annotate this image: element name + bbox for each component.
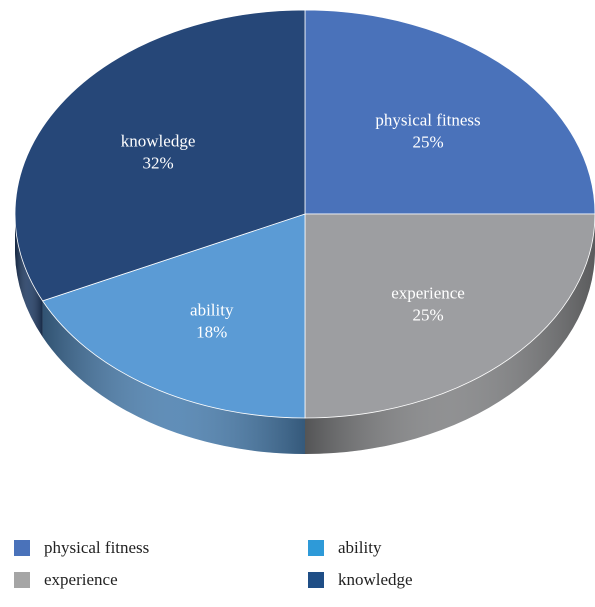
legend-label: physical fitness (44, 538, 150, 557)
pie-slice-label: knowledge (121, 131, 196, 150)
pie-slice-label: experience (391, 284, 465, 303)
legend-swatch (14, 572, 30, 588)
legend-label: experience (44, 570, 118, 589)
legend-item-experience: experience (14, 570, 118, 590)
pie-slice-physical-fitness (304, 9, 595, 215)
pie-slice-knowledge (14, 9, 306, 302)
legend-swatch (308, 572, 324, 588)
legend-item-ability: ability (308, 538, 381, 558)
pie-slice-experience (304, 213, 595, 419)
legend: physical fitness ability experience know… (14, 538, 574, 602)
legend-label: knowledge (338, 570, 413, 589)
pie-slice-percent: 25% (412, 306, 443, 325)
pie-slice-side-shade (42, 300, 305, 454)
legend-swatch (308, 540, 324, 556)
legend-label: ability (338, 538, 382, 557)
pie-slice-ability (41, 213, 306, 419)
pie-slice-label: ability (190, 300, 234, 319)
pie-slice-percent: 18% (196, 322, 227, 341)
legend-item-knowledge: knowledge (308, 570, 413, 590)
pie-slice-percent: 25% (412, 132, 443, 151)
legend-item-physical-fitness: physical fitness (14, 538, 149, 558)
legend-swatch (14, 540, 30, 556)
pie-slice-percent: 32% (143, 153, 174, 172)
pie-slice-label: physical fitness (375, 110, 480, 129)
pie-chart: physical fitness 25% experience 25% ability 1… (14, 9, 595, 454)
pie-slice-side-shade (305, 214, 595, 454)
pie-slice-side-shade (14, 214, 43, 337)
